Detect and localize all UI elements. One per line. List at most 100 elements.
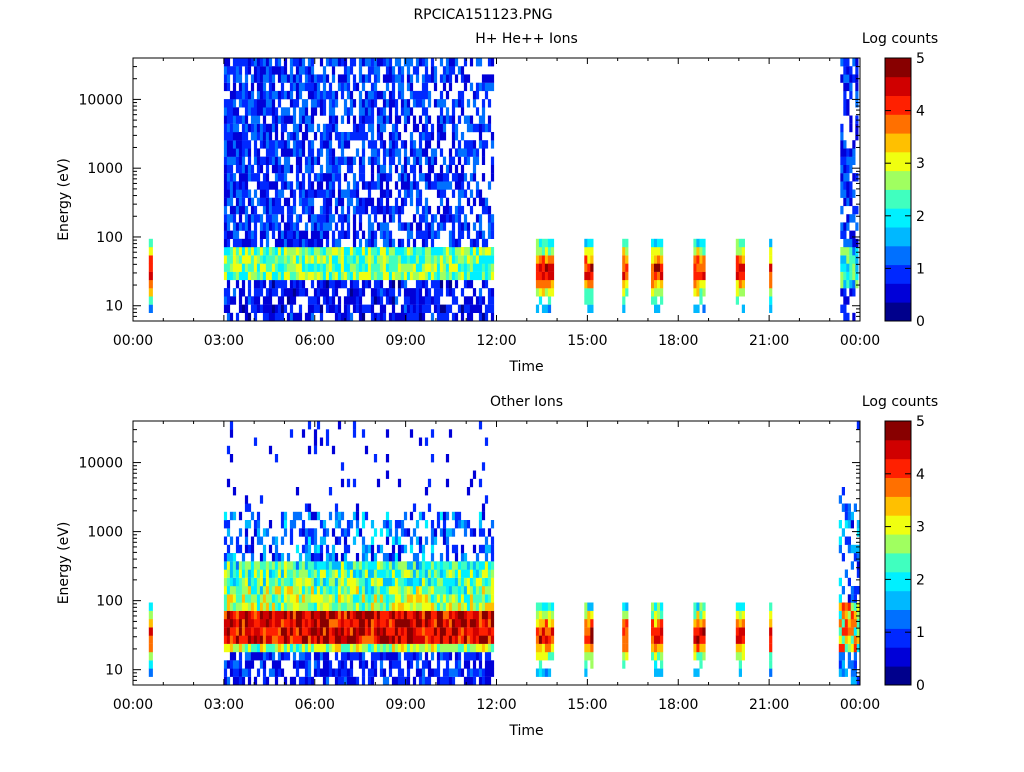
heatmap-cell [654,602,658,611]
heatmap-cell [406,668,411,677]
heatmap-cell [322,197,327,207]
heatmap-cell [385,238,390,248]
heatmap-cell [855,247,859,256]
heatmap-cell [367,610,372,620]
heatmap-cell [265,271,270,281]
heatmap-cell [253,619,258,628]
heatmap-cell [292,643,297,653]
heatmap-cell [364,279,369,289]
heatmap-cell [268,222,273,231]
heatmap-cell [304,230,309,239]
heatmap-cell [654,247,658,256]
heatmap-cell [334,238,339,248]
heatmap-cell [346,74,351,83]
heatmap-cell [289,288,294,297]
heatmap-cell [328,619,333,628]
heatmap-cell [346,205,351,215]
heatmap-cell [256,263,261,272]
heatmap-cell [310,271,315,281]
y-tick-label: 100 [96,230,123,246]
heatmap-cell [280,520,285,529]
heatmap-cell [427,247,432,256]
heatmap-cell [853,676,857,686]
heatmap-cell [265,173,270,182]
heatmap-cell [436,189,441,198]
heatmap-cell [340,627,345,636]
heatmap-cell [346,247,351,256]
heatmap-cell [313,296,318,305]
heatmap-cell [660,660,664,669]
heatmap-cell [373,312,378,322]
heatmap-cell [328,255,333,264]
heatmap-cell [457,652,462,661]
heatmap-cell [490,173,495,182]
heatmap-cell [328,140,333,149]
heatmap-cell [385,115,390,124]
x-tick-label: 00:00 [840,697,880,713]
heatmap-cell [418,511,423,521]
heatmap-cell [352,74,357,83]
heatmap-cell [400,271,405,281]
heatmap-cell [394,594,399,603]
heatmap-cell [361,255,366,264]
heatmap-cell [232,148,237,157]
heatmap-cell [229,271,234,281]
heatmap-cell [271,255,276,264]
heatmap-cell [238,148,243,157]
heatmap-cell [439,99,444,108]
heatmap-cell [394,99,399,108]
heatmap-cell [433,99,438,108]
heatmap-cell [373,586,378,595]
colorbar-segment [885,264,911,284]
heatmap-cell [394,586,399,595]
heatmap-cell [550,263,555,272]
heatmap-cell [364,643,369,653]
heatmap-cell [421,271,426,281]
heatmap-cell [346,544,351,554]
heatmap-cell [412,181,417,190]
heatmap-cell [280,115,285,124]
heatmap-cell [442,181,447,190]
heatmap-cell [424,148,429,157]
heatmap-cell [268,586,273,595]
heatmap-cell [625,643,629,653]
heatmap-cell [244,602,249,611]
heatmap-cell [325,90,330,100]
heatmap-cell [430,255,435,264]
heatmap-cell [358,58,363,67]
heatmap-cell [451,230,456,239]
heatmap-cell [361,569,366,578]
heatmap-cell [370,181,375,190]
heatmap-cell [370,107,375,116]
heatmap-cell [838,610,842,620]
heatmap-cell [849,255,853,264]
heatmap-cell [397,156,402,165]
heatmap-cell [424,586,429,595]
heatmap-cell [250,544,255,554]
heatmap-cell [382,635,387,644]
heatmap-cell [394,619,399,628]
heatmap-cell [322,635,327,644]
heatmap-cell [298,58,303,67]
heatmap-cell [256,652,261,661]
heatmap-cell [406,610,411,620]
heatmap-cell [295,544,300,554]
heatmap-cell [283,222,288,231]
heatmap-cell [415,99,420,108]
heatmap-cell [280,553,285,562]
heatmap-cell [313,107,318,116]
heatmap-cell [250,132,255,141]
heatmap-cell [241,189,246,198]
heatmap-cell [313,544,318,554]
heatmap-cell [418,652,423,661]
heatmap-cell [418,230,423,239]
heatmap-cell [654,627,658,636]
heatmap-cell [340,577,345,587]
heatmap-cell [259,553,264,562]
heatmap-cell [358,74,363,83]
heatmap-cell [259,90,264,100]
heatmap-cell [590,255,594,264]
heatmap-cell [334,247,339,256]
heatmap-cell [229,230,234,239]
heatmap-cell [850,586,854,595]
